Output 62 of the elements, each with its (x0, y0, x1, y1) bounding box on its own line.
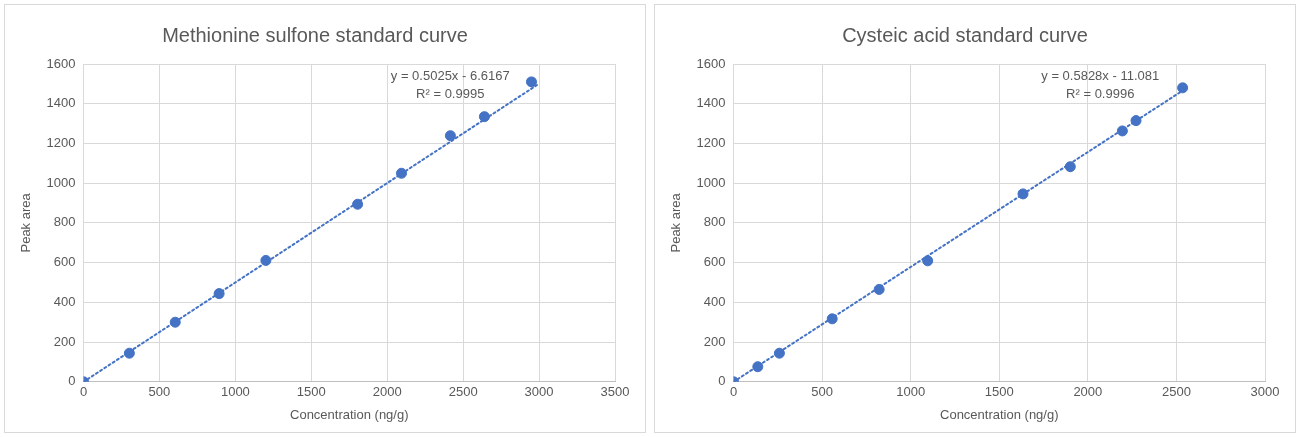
point (1116, 125, 1128, 137)
point (478, 111, 490, 123)
y-tick-label: 1400 (696, 95, 726, 111)
y-tick-label: 0 (68, 373, 76, 389)
point (826, 313, 838, 325)
x-tick-label: 3000 (1250, 384, 1280, 400)
annotation: y = 0.5828x - 11.081 (1041, 67, 1160, 83)
x-axis-title: Concentration (ng/g) (290, 406, 409, 422)
y-tick-label: 200 (53, 333, 76, 349)
x-tick-label: 500 (811, 384, 833, 400)
x-tick-label: 1500 (296, 384, 326, 400)
x-tick-label: 0 (729, 384, 738, 400)
y-tick-label: 1600 (696, 55, 726, 71)
point (352, 198, 364, 210)
point (1130, 115, 1142, 127)
point (396, 167, 407, 179)
y-tick-label: 400 (703, 293, 726, 309)
x-tick-label: 2500 (448, 384, 478, 400)
annotation: R² = 0.9996 (1066, 85, 1135, 101)
x-tick-label: 1000 (896, 384, 926, 400)
x-tick-label: 3500 (600, 384, 630, 400)
x-tick-label: 3000 (524, 384, 554, 400)
y-tick-label: 1400 (46, 95, 76, 111)
y-tick-label: 1200 (46, 135, 76, 151)
point (922, 255, 934, 267)
point (213, 288, 225, 300)
chart-title: Cysteic acid standard curve (842, 23, 1088, 46)
point (169, 316, 181, 328)
y-tick-label: 1000 (696, 174, 726, 190)
x-tick-label: 2500 (1161, 384, 1191, 400)
point (260, 254, 272, 266)
annotation: R² = 0.9995 (416, 85, 485, 101)
y-tick-label: 600 (703, 254, 726, 270)
point (123, 347, 135, 359)
point (444, 130, 456, 142)
y-axis-title: Peak area (18, 192, 34, 253)
y-tick-label: 600 (53, 254, 76, 270)
x-tick-label: 2000 (372, 384, 402, 400)
x-tick-label: 1000 (220, 384, 250, 400)
point (1177, 82, 1189, 94)
y-tick-label: 1000 (46, 174, 76, 190)
x-tick-label: 2000 (1073, 384, 1103, 400)
x-tick-label: 0 (79, 384, 88, 400)
point (752, 361, 764, 373)
y-tick-label: 400 (53, 293, 76, 309)
x-axis-title: Concentration (ng/g) (940, 406, 1059, 422)
y-tick-label: 1200 (696, 135, 726, 151)
point (1064, 161, 1076, 173)
x-tick-label: 500 (148, 384, 171, 400)
y-tick-label: 800 (703, 214, 726, 230)
point (773, 347, 785, 359)
annotation: y = 0.5025x - 6.6167 (390, 67, 510, 83)
y-tick-label: 1600 (46, 55, 76, 71)
point (873, 283, 885, 295)
point (525, 76, 537, 88)
point (1017, 188, 1029, 200)
chart-title: Methionine sulfone standard curve (162, 23, 468, 46)
y-tick-label: 800 (53, 214, 76, 230)
x-tick-label: 1500 (984, 384, 1014, 400)
y-tick-label: 200 (703, 333, 726, 349)
y-axis-title: Peak area (668, 192, 684, 253)
y-tick-label: 0 (718, 373, 726, 389)
